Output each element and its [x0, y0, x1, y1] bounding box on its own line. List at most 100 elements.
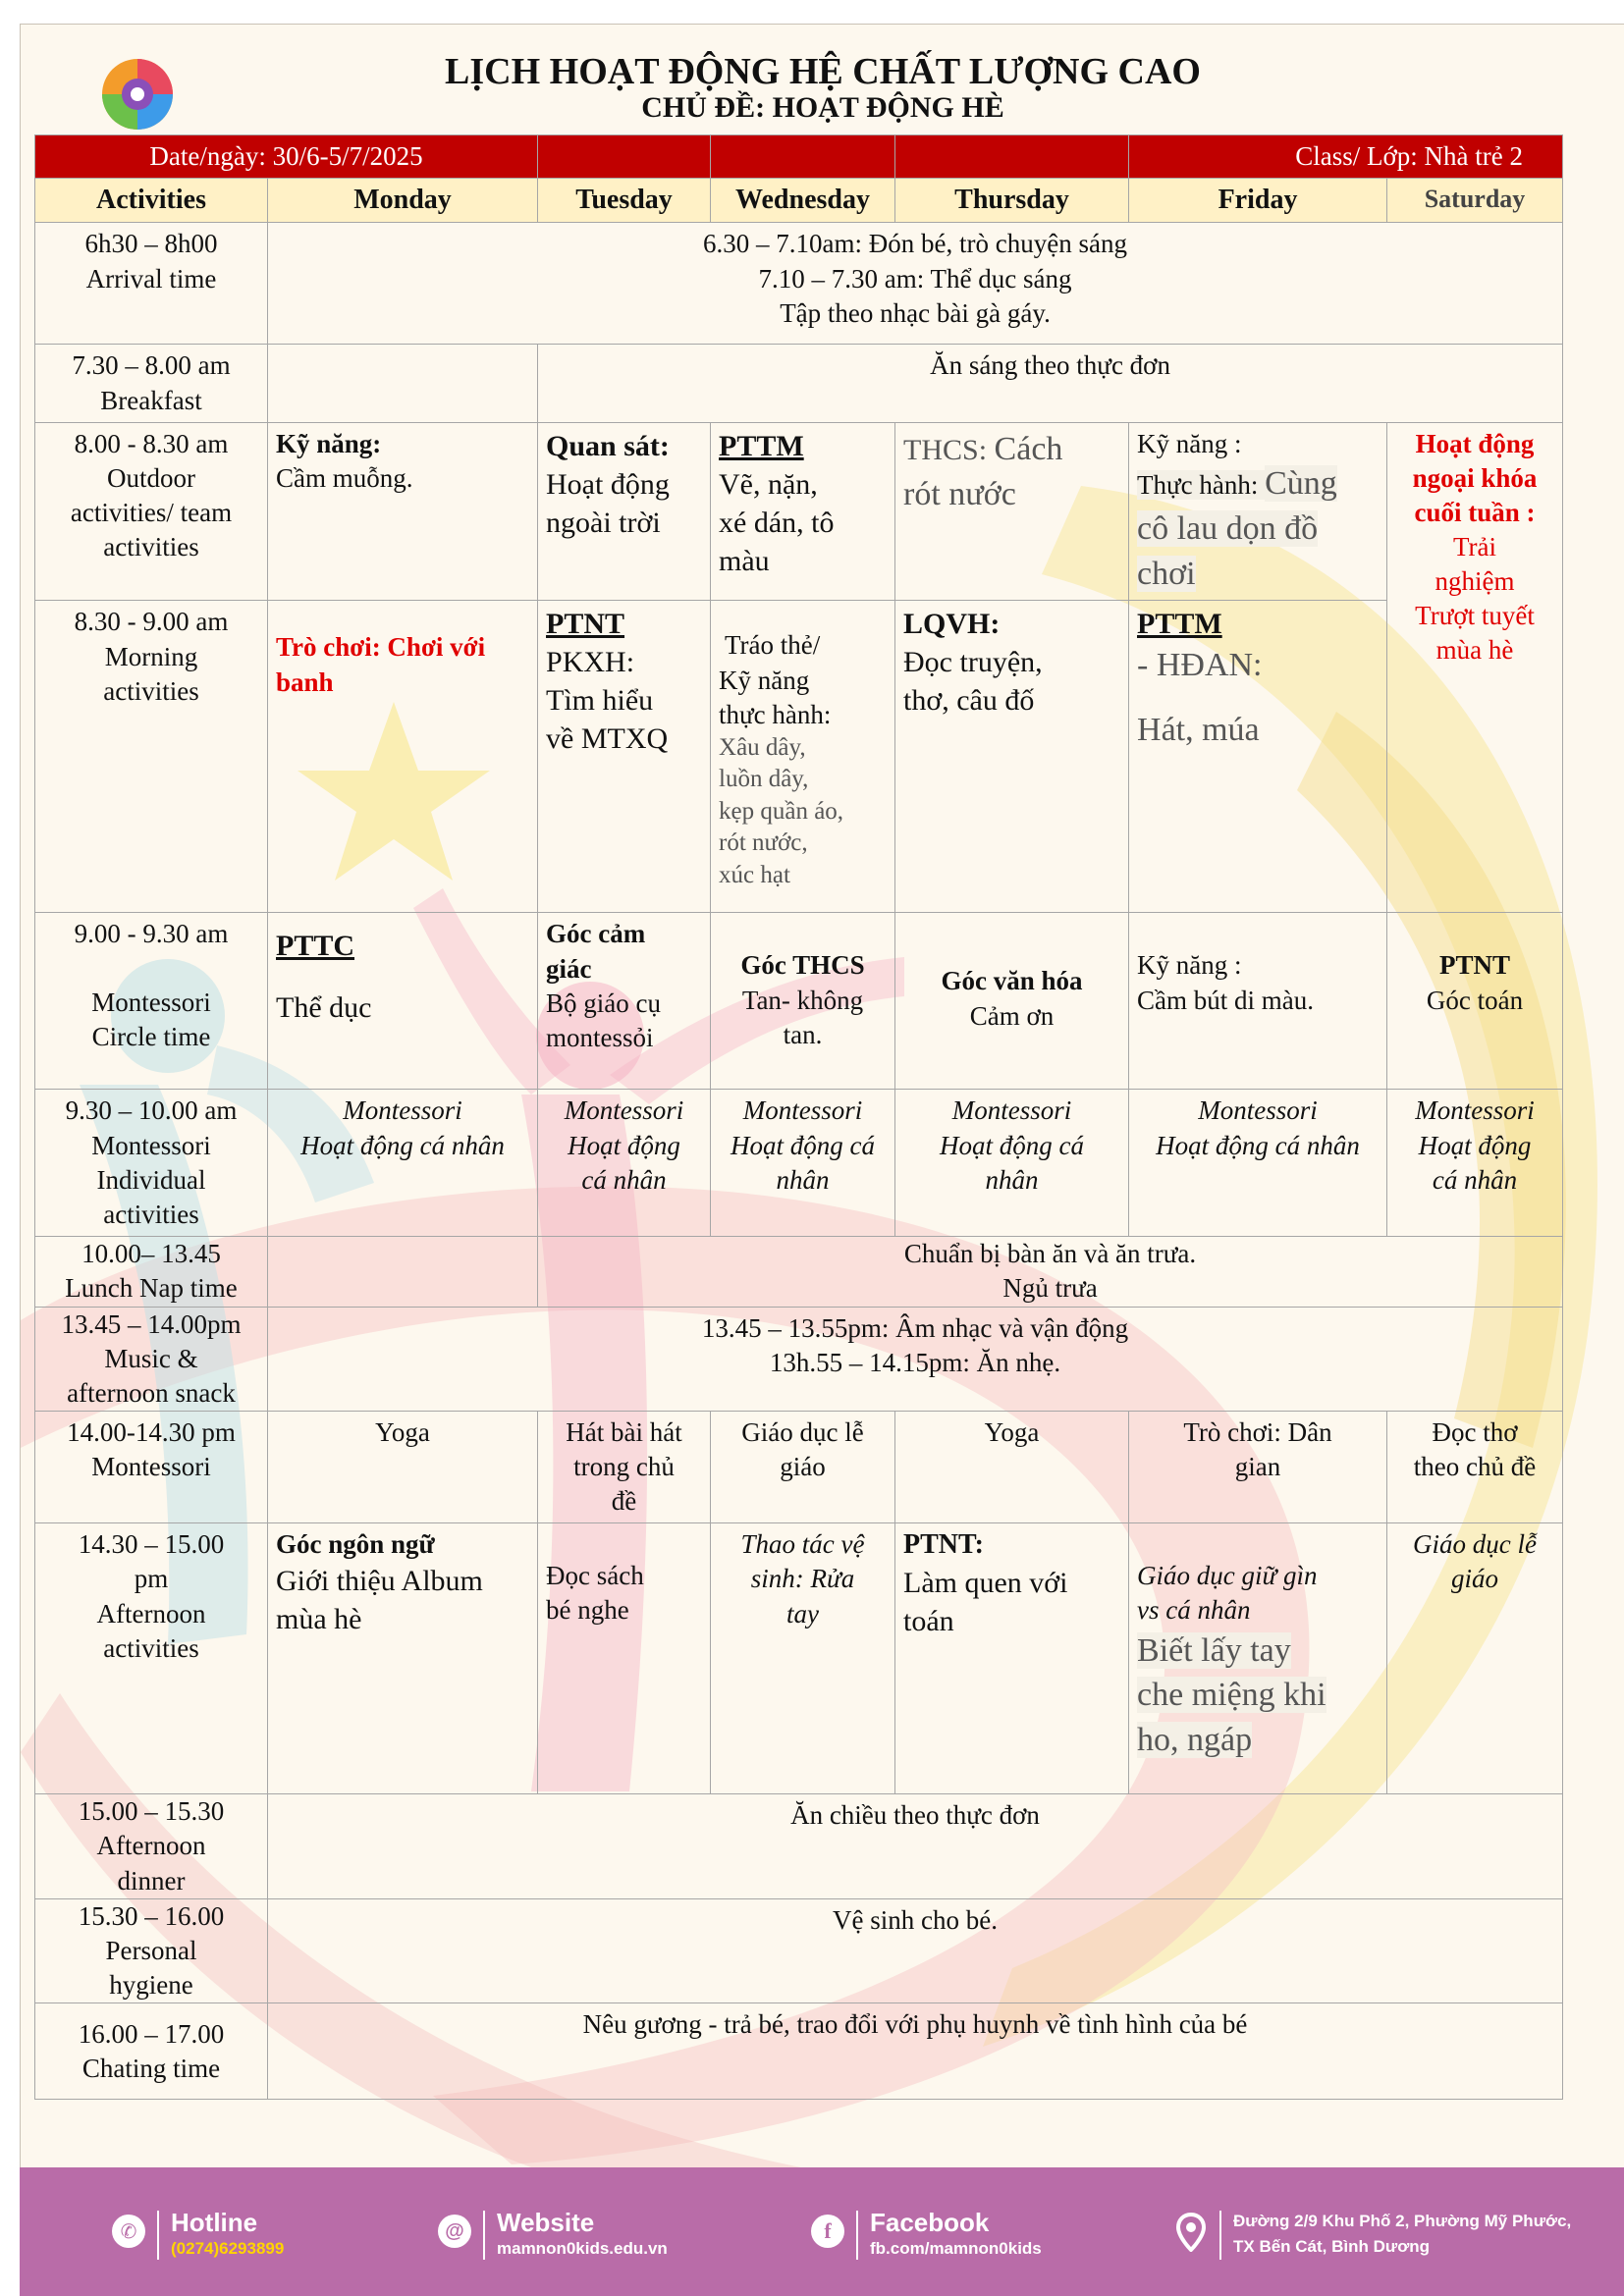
individual-thursday: Montessori Hoạt động cá nhân — [894, 1089, 1130, 1237]
afternoon2-tuesday: Đọc sách bé nghe — [537, 1522, 712, 1795]
website-label: Website — [497, 2208, 595, 2237]
time-cell: 8.00 - 8.30 am Outdoor activities/ team … — [34, 421, 268, 602]
individual-tuesday: Montessori Hoạt động cá nhân — [537, 1089, 712, 1237]
time-cell: 15.00 – 15.30 Afternoon dinner — [34, 1793, 268, 1899]
hotline-number[interactable]: (0274)6293899 — [171, 2238, 285, 2258]
circle-friday: Kỹ năng : Cầm bút di màu. — [1128, 912, 1388, 1091]
facebook-icon: f — [811, 2215, 844, 2248]
time-cell: 13.45 – 14.00pm Music & afternoon snack — [34, 1306, 268, 1413]
afternoon1-thursday: Yoga — [894, 1411, 1130, 1524]
music-activity: 13.45 – 13.55pm: Âm nhạc và vận động 13h… — [266, 1306, 1564, 1413]
chat-activity: Nêu gương - trả bé, trao đổi với phụ huy… — [266, 2002, 1564, 2100]
afternoon2-wednesday: Thao tác vệ sinh: Rửa tay — [710, 1522, 896, 1795]
table-row: 9.30 – 10.00 am Montessori Individual ac… — [34, 1089, 1564, 1237]
table-row: 14.00-14.30 pm Montessori Yoga Hát bài h… — [34, 1411, 1564, 1524]
hygiene-activity: Vệ sinh cho bé. — [266, 1897, 1564, 2003]
table-row: 8.00 - 8.30 am Outdoor activities/ team … — [34, 421, 1564, 914]
circle-tuesday: Góc cảm giác Bộ giáo cụ montessỏi — [537, 912, 712, 1091]
website-link[interactable]: mamnon0kids.edu.vn — [497, 2238, 668, 2258]
outdoor-thursday: THCS: Cách rót nước — [894, 421, 1130, 602]
weekend-extracurricular: Hoạt động ngoại khóa cuối tuần : Trải ng… — [1386, 421, 1564, 914]
time-cell: 9.30 – 10.00 am Montessori Individual ac… — [34, 1089, 268, 1237]
day-header-row: Activities Monday Tuesday Wednesday Thur… — [34, 178, 1564, 224]
breakfast-activity: Ăn sáng theo thực đơn — [537, 344, 1564, 423]
individual-friday: Montessori Hoạt động cá nhân — [1128, 1089, 1388, 1237]
table-row: 16.00 – 17.00 Chating time Nêu gương - t… — [34, 2002, 1564, 2100]
morning-tuesday: PTNT PKXH: Tìm hiểu về MTXQ — [537, 600, 712, 914]
circle-wednesday: Góc THCS Tan- không tan. — [710, 912, 896, 1091]
lunch-activity: Chuẩn bị bàn ăn và ăn trưa. Ngủ trưa — [537, 1235, 1564, 1308]
individual-monday: Montessori Hoạt động cá nhân — [266, 1089, 539, 1237]
morning-friday: PTTM - HĐAN: Hát, múa — [1128, 600, 1388, 914]
contact-footer: ✆ Hotline (0274)6293899 @ Website mamnon… — [20, 2167, 1624, 2296]
time-cell: 7.30 – 8.00 am Breakfast — [34, 344, 268, 423]
table-row: 8.30 - 9.00 am Morning activities Trò ch… — [34, 600, 1563, 914]
outdoor-friday: Kỹ năng : Thực hành: Cùng cô lau dọn đồ … — [1128, 421, 1388, 602]
time-cell: 8.30 - 9.00 am Morning activities — [34, 600, 268, 914]
morning-wednesday: Tráo thẻ/ Kỹ năng thực hành: Xâu dây, lu… — [710, 600, 896, 914]
arrival-activity: 6.30 – 7.10am: Đón bé, trò chuyện sáng 7… — [266, 222, 1564, 346]
table-row: 15.00 – 15.30 Afternoon dinner Ăn chiều … — [34, 1793, 1564, 1899]
table-row: 6h30 – 8h00 Arrival time 6.30 – 7.10am: … — [34, 222, 1564, 346]
class-label: Class/ Lớp: Nhà trẻ 2 — [1128, 133, 1564, 180]
address-line-1: Đường 2/9 Khu Phố 2, Phường Mỹ Phước, — [1233, 2212, 1572, 2230]
afternoon1-monday: Yoga — [266, 1411, 539, 1524]
hotline-label: Hotline — [171, 2208, 258, 2237]
facebook-label: Facebook — [870, 2208, 990, 2237]
col-header-activities: Activities — [34, 178, 268, 224]
address-block: Đường 2/9 Khu Phố 2, Phường Mỹ Phước, TX… — [1176, 2209, 1571, 2260]
morning-thursday: LQVH: Đọc truyện, thơ, câu đố — [894, 600, 1130, 914]
phone-icon: ✆ — [112, 2215, 145, 2248]
afternoon2-saturday: Giáo dục lễ giáo — [1386, 1522, 1564, 1795]
time-cell: 14.30 – 15.00 pm Afternoon activities — [34, 1522, 268, 1795]
circle-thursday: Góc văn hóa Cảm ơn — [894, 912, 1130, 1091]
table-row: 10.00– 13.45 Lunch Nap time Chuẩn bị bàn… — [34, 1235, 1564, 1308]
time-cell: 16.00 – 17.00 Chating time — [34, 2002, 268, 2100]
col-header-thursday: Thursday — [894, 178, 1130, 224]
school-logo — [102, 59, 173, 144]
morning-monday: Trò chơi: Chơi với banh — [266, 600, 539, 914]
col-header-monday: Monday — [266, 178, 539, 224]
address-line-2: TX Bến Cát, Bình Dương — [1233, 2236, 1431, 2256]
table-row: 13.45 – 14.00pm Music & afternoon snack … — [34, 1306, 1564, 1413]
afternoon2-friday: Giáo dục giữ gìn vs cá nhân Biết lấy tay… — [1128, 1522, 1388, 1795]
hotline-block[interactable]: ✆ Hotline (0274)6293899 — [112, 2208, 285, 2260]
outdoor-wednesday: PTTM Vẽ, nặn, xé dán, tô màu — [710, 421, 896, 602]
circle-monday: PTTC Thể dục — [266, 912, 539, 1091]
afternoon1-wednesday: Giáo dục lễ giáo — [710, 1411, 896, 1524]
time-cell: 9.00 - 9.30 am Montessori Circle time — [34, 912, 268, 1091]
afternoon1-saturday: Đọc thơ theo chủ đề — [1386, 1411, 1564, 1524]
table-row: 9.00 - 9.30 am Montessori Circle time PT… — [34, 912, 1564, 1091]
schedule-page: LỊCH HOẠT ĐỘNG HỆ CHẤT LƯỢNG CAO CHỦ ĐỀ:… — [20, 24, 1624, 2296]
col-header-tuesday: Tuesday — [537, 178, 712, 224]
page-title: LỊCH HOẠT ĐỘNG HỆ CHẤT LƯỢNG CAO — [445, 51, 1201, 92]
at-icon: @ — [438, 2215, 471, 2248]
col-header-wednesday: Wednesday — [710, 178, 896, 224]
time-cell: 6h30 – 8h00 Arrival time — [34, 222, 268, 346]
dinner-activity: Ăn chiều theo thực đơn — [266, 1793, 1564, 1899]
table-row: 15.30 – 16.00 Personal hygiene Vệ sinh c… — [34, 1897, 1564, 2003]
time-cell: 14.00-14.30 pm Montessori — [34, 1411, 268, 1524]
time-cell: 15.30 – 16.00 Personal hygiene — [34, 1897, 268, 2003]
date-class-row: Date/ngày: 30/6-5/7/2025 Class/ Lớp: Nhà… — [33, 133, 1564, 180]
circle-saturday: PTNT Góc toán — [1386, 912, 1564, 1091]
afternoon2-thursday: PTNT: Làm quen với toán — [894, 1522, 1130, 1795]
col-header-friday: Friday — [1128, 178, 1388, 224]
location-pin-icon — [1176, 2213, 1206, 2252]
website-block[interactable]: @ Website mamnon0kids.edu.vn — [438, 2208, 668, 2260]
page-subtitle: CHỦ ĐỀ: HOẠT ĐỘNG HÈ — [641, 91, 1004, 124]
schedule-table: Date/ngày: 30/6-5/7/2025 Class/ Lớp: Nhà… — [33, 133, 1564, 2100]
outdoor-monday: Kỹ năng: Cầm muỗng. — [266, 421, 539, 602]
individual-saturday: Montessori Hoạt động cá nhân — [1386, 1089, 1564, 1237]
individual-wednesday: Montessori Hoạt động cá nhân — [710, 1089, 896, 1237]
table-row: 14.30 – 15.00 pm Afternoon activities Gó… — [34, 1522, 1564, 1795]
outdoor-tuesday: Quan sát: Hoạt động ngoài trời — [537, 421, 712, 602]
afternoon1-friday: Trò chơi: Dân gian — [1128, 1411, 1388, 1524]
facebook-block[interactable]: f Facebook fb.com/mamnon0kids — [811, 2208, 1042, 2260]
afternoon1-tuesday: Hát bài hát trong chủ đề — [537, 1411, 712, 1524]
afternoon2-monday: Góc ngôn ngữ Giới thiệu Album mùa hè — [266, 1522, 539, 1795]
table-row: 7.30 – 8.00 am Breakfast Ăn sáng theo th… — [34, 344, 1564, 423]
facebook-link[interactable]: fb.com/mamnon0kids — [870, 2238, 1042, 2258]
time-cell: 10.00– 13.45 Lunch Nap time — [34, 1235, 268, 1308]
date-label: Date/ngày: 30/6-5/7/2025 — [33, 133, 539, 180]
